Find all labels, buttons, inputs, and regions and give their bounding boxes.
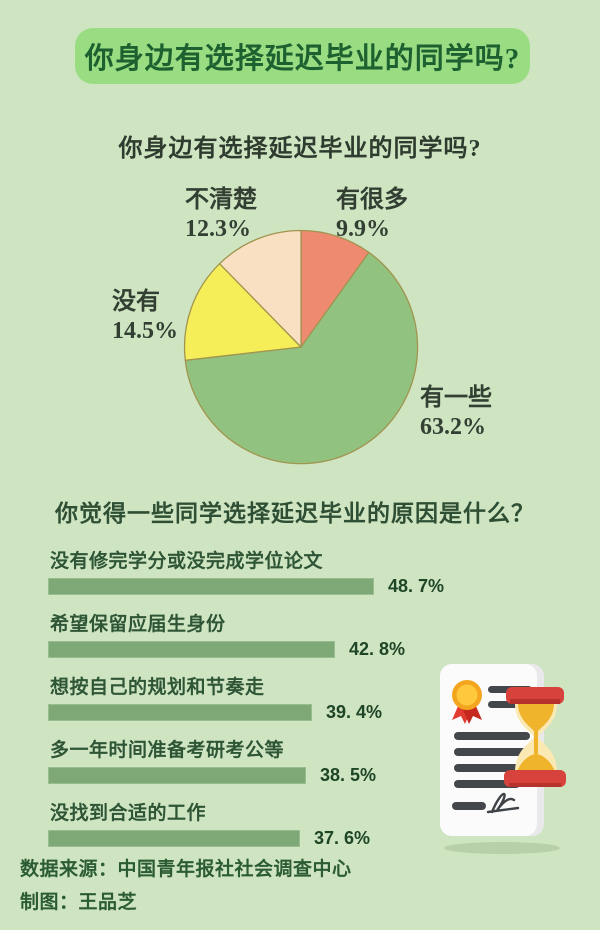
bar-category-label: 多一年时间准备考研考公等	[50, 740, 285, 761]
pie-label-youhenduo: 有很多 9.9%	[336, 186, 408, 244]
bar-chart: 没有修完学分或没完成学位论文 48. 7% 希望保留应届生身份 42. 8% 想按自己的…	[48, 546, 558, 861]
medal-icon	[452, 680, 482, 724]
pie-label-value: 14.5%	[112, 318, 178, 344]
bar-row: 没有修完学分或没完成学位论文 48. 7%	[48, 546, 558, 596]
pie-label-value: 9.9%	[336, 216, 390, 242]
pie-label-text: 有很多	[336, 187, 408, 213]
bar-value-label: 38. 5%	[320, 765, 377, 785]
pie-label-text: 不清楚	[185, 187, 257, 213]
bar-value-label: 39. 4%	[326, 702, 383, 722]
bar-category-label: 希望保留应届生身份	[50, 614, 226, 635]
pie-label-meiyou: 没有 14.5%	[112, 288, 178, 346]
bar-chart-title: 你觉得一些同学选择延迟毕业的原因是什么？	[55, 500, 535, 526]
pie-label-text: 有一些	[420, 385, 492, 411]
bar-row: 想按自己的规划和节奏走 39. 4%	[48, 672, 558, 722]
pie-slice	[300, 229, 370, 348]
pie-label-value: 12.3%	[185, 216, 251, 242]
bar-category-label: 没有修完学分或没完成学位论文	[50, 551, 324, 572]
pie-label-buqingchu: 不清楚 12.3%	[185, 186, 257, 244]
bar-category-label: 没找到合适的工作	[50, 803, 207, 824]
bar	[48, 578, 374, 595]
data-source: 数据来源：中国青年报社社会调查中心	[20, 859, 352, 880]
pie-slice	[184, 251, 419, 465]
bar	[48, 641, 335, 658]
bar	[48, 704, 312, 721]
pie-slice	[183, 263, 302, 361]
certificate-hourglass-illustration	[440, 664, 566, 854]
bar	[48, 767, 306, 784]
bar-value-label: 42. 8%	[349, 639, 406, 659]
illustration-shadow	[444, 842, 560, 854]
pie-label-text: 没有	[112, 289, 160, 315]
pie-chart	[183, 229, 419, 465]
pie-label-value: 63.2%	[420, 414, 486, 440]
bar-value-label: 37. 6%	[314, 828, 371, 848]
pie-chart-title: 你身边有选择延迟毕业的同学吗?	[118, 136, 482, 162]
hourglass-icon	[504, 687, 566, 787]
chart-author: 制图：王品芝	[20, 892, 138, 913]
bar	[48, 830, 300, 847]
bar-row: 希望保留应届生身份 42. 8%	[48, 609, 558, 659]
signature-icon	[486, 792, 520, 814]
bar-category-label: 想按自己的规划和节奏走	[50, 677, 265, 698]
bar-value-label: 48. 7%	[388, 576, 445, 596]
title-banner: 你身边有选择延迟毕业的同学吗?	[75, 28, 530, 84]
bar-row: 多一年时间准备考研考公等 38. 5%	[48, 735, 558, 785]
pie-label-youyixie: 有一些 63.2%	[420, 384, 492, 442]
page-title: 你身边有选择延迟毕业的同学吗?	[84, 43, 521, 75]
bar-row: 没找到合适的工作 37. 6%	[48, 798, 558, 848]
pie-slice	[218, 229, 302, 348]
